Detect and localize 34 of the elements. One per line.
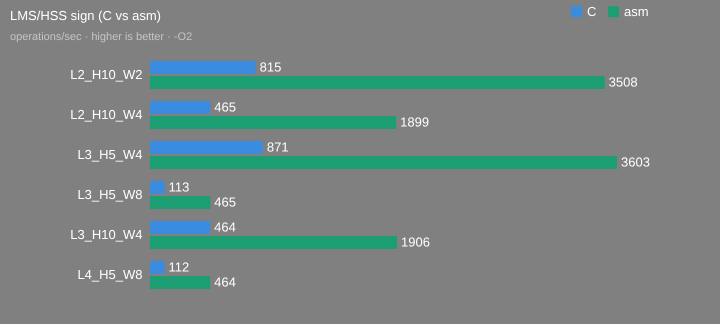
data-label: 3508: [608, 74, 638, 90]
bar: [150, 276, 210, 289]
data-label: 113: [168, 179, 190, 194]
legend-label: C: [587, 4, 596, 19]
data-label: 1899: [400, 114, 430, 130]
data-label: 464: [214, 219, 236, 234]
data-label: 465: [214, 194, 236, 210]
data-label: 3603: [621, 154, 650, 170]
bar: [150, 221, 210, 234]
bar: [150, 181, 165, 194]
data-label: 465: [214, 99, 236, 114]
bar: [150, 196, 210, 209]
data-label: 112: [168, 259, 190, 274]
bar: [150, 156, 617, 169]
chart-subtitle: operations/sec · higher is better · -O2: [10, 31, 192, 43]
data-label: 1906: [401, 234, 430, 250]
y-tick-label: L3_H5_W4: [77, 147, 142, 162]
y-tick-label: L4_H5_W8: [77, 267, 142, 282]
data-label: 871: [266, 139, 289, 154]
bar: [150, 141, 263, 154]
y-tick-label: L2_H10_W4: [70, 107, 142, 122]
bar: [150, 261, 165, 274]
bar: [150, 116, 396, 129]
bar: [150, 61, 256, 74]
data-label: 815: [260, 59, 282, 74]
legend-label: asm: [624, 4, 649, 19]
y-tick-label: L2_H10_W2: [70, 67, 142, 82]
data-label: 464: [214, 274, 236, 290]
y-tick-label: L3_H5_W8: [77, 187, 142, 202]
bar: [150, 76, 605, 89]
chart-title: LMS/HSS sign (C vs asm): [10, 8, 162, 23]
y-tick-label: L3_H10_W4: [70, 227, 142, 242]
bar: [150, 101, 210, 114]
bar: [150, 236, 398, 249]
